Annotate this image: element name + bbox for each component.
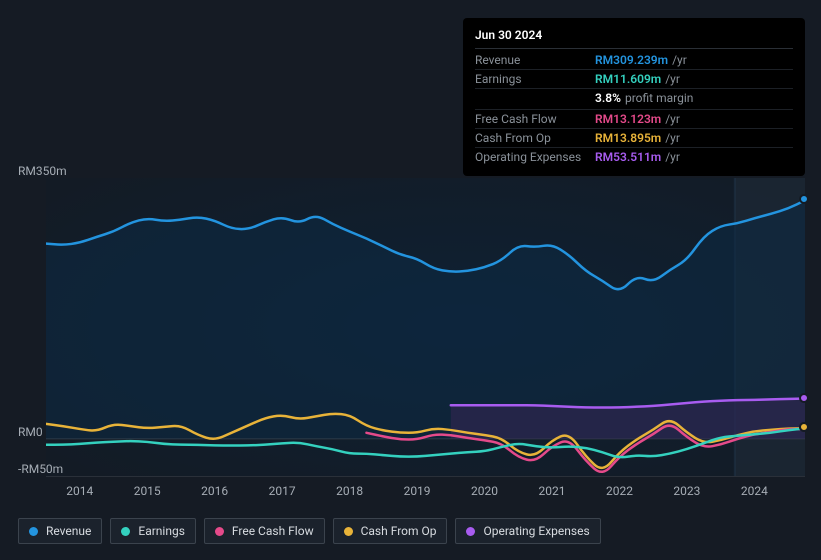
tooltip-value: RM13.123m — [595, 112, 661, 126]
tooltip-margin-label: profit margin — [625, 91, 693, 105]
legend-item-cfo[interactable]: Cash From Op — [333, 518, 448, 544]
tooltip-label: Earnings — [475, 72, 595, 86]
tooltip-suffix: /yr — [665, 131, 680, 145]
x-tick-label: 2016 — [201, 484, 228, 498]
legend-dot-icon — [344, 527, 353, 536]
legend-dot-icon — [215, 527, 224, 536]
x-tick-label: 2020 — [471, 484, 498, 498]
tooltip-label: Revenue — [475, 53, 595, 67]
tooltip-margin-row: 3.8% profit margin — [475, 89, 793, 110]
tooltip-date: Jun 30 2024 — [475, 26, 793, 49]
series-end-dot-cash_from_op — [799, 422, 809, 432]
legend: Revenue Earnings Free Cash Flow Cash From O… — [18, 518, 601, 544]
tooltip-row-cfo: Cash From OpRM13.895m/yr — [475, 129, 793, 148]
tooltip-suffix: /yr — [665, 72, 680, 86]
x-tick-label: 2022 — [606, 484, 633, 498]
tooltip-value: RM11.609m — [595, 72, 661, 86]
legend-label: Operating Expenses — [483, 524, 589, 538]
tooltip-value: RM53.511m — [595, 150, 661, 164]
tooltip-value: RM309.239m — [595, 53, 668, 67]
legend-label: Cash From Op — [361, 524, 437, 538]
x-tick-label: 2015 — [134, 484, 161, 498]
x-tick-label: 2019 — [404, 484, 431, 498]
legend-item-revenue[interactable]: Revenue — [18, 518, 102, 544]
series-end-dot-revenue — [799, 194, 809, 204]
legend-label: Revenue — [46, 524, 91, 538]
legend-label: Earnings — [138, 524, 185, 538]
tooltip-suffix: /yr — [672, 53, 687, 67]
tooltip-suffix: /yr — [665, 150, 680, 164]
x-tick-label: 2017 — [269, 484, 296, 498]
tooltip-suffix: /yr — [665, 112, 680, 126]
legend-dot-icon — [121, 527, 130, 536]
x-axis-baseline — [46, 476, 805, 477]
hover-tooltip: Jun 30 2024RevenueRM309.239m/yrEarningsR… — [463, 18, 805, 176]
x-axis: 2014 2015 2016 2017 2018 2019 2020 2021 2022 2023… — [46, 484, 805, 504]
legend-label: Free Cash Flow — [232, 524, 314, 538]
tooltip-row-fcf: Free Cash FlowRM13.123m/yr — [475, 110, 793, 129]
legend-dot-icon — [29, 527, 38, 536]
x-tick-label: 2021 — [539, 484, 566, 498]
tooltip-label: Operating Expenses — [475, 150, 595, 164]
x-tick-label: 2024 — [741, 484, 768, 498]
x-tick-label: 2023 — [673, 484, 700, 498]
legend-item-earnings[interactable]: Earnings — [110, 518, 196, 544]
x-tick-label: 2018 — [336, 484, 363, 498]
tooltip-label: Cash From Op — [475, 131, 595, 145]
y-tick-label: RM0 — [18, 425, 43, 439]
tooltip-value: RM13.895m — [595, 131, 661, 145]
chart-plot[interactable] — [46, 178, 805, 476]
y-tick-label: RM350m — [18, 164, 67, 178]
x-tick-label: 2014 — [66, 484, 93, 498]
tooltip-row-opex: Operating ExpensesRM53.511m/yr — [475, 148, 793, 166]
legend-item-fcf[interactable]: Free Cash Flow — [204, 518, 325, 544]
tooltip-label: Free Cash Flow — [475, 112, 595, 126]
tooltip-row-revenue: RevenueRM309.239m/yr — [475, 51, 793, 70]
tooltip-margin-value: 3.8% — [595, 91, 621, 105]
series-end-dot-op_expenses — [799, 393, 809, 403]
legend-item-opex[interactable]: Operating Expenses — [455, 518, 600, 544]
legend-dot-icon — [466, 527, 475, 536]
tooltip-row-earnings: EarningsRM11.609m/yr — [475, 70, 793, 89]
y-tick-label: -RM50m — [18, 462, 63, 476]
